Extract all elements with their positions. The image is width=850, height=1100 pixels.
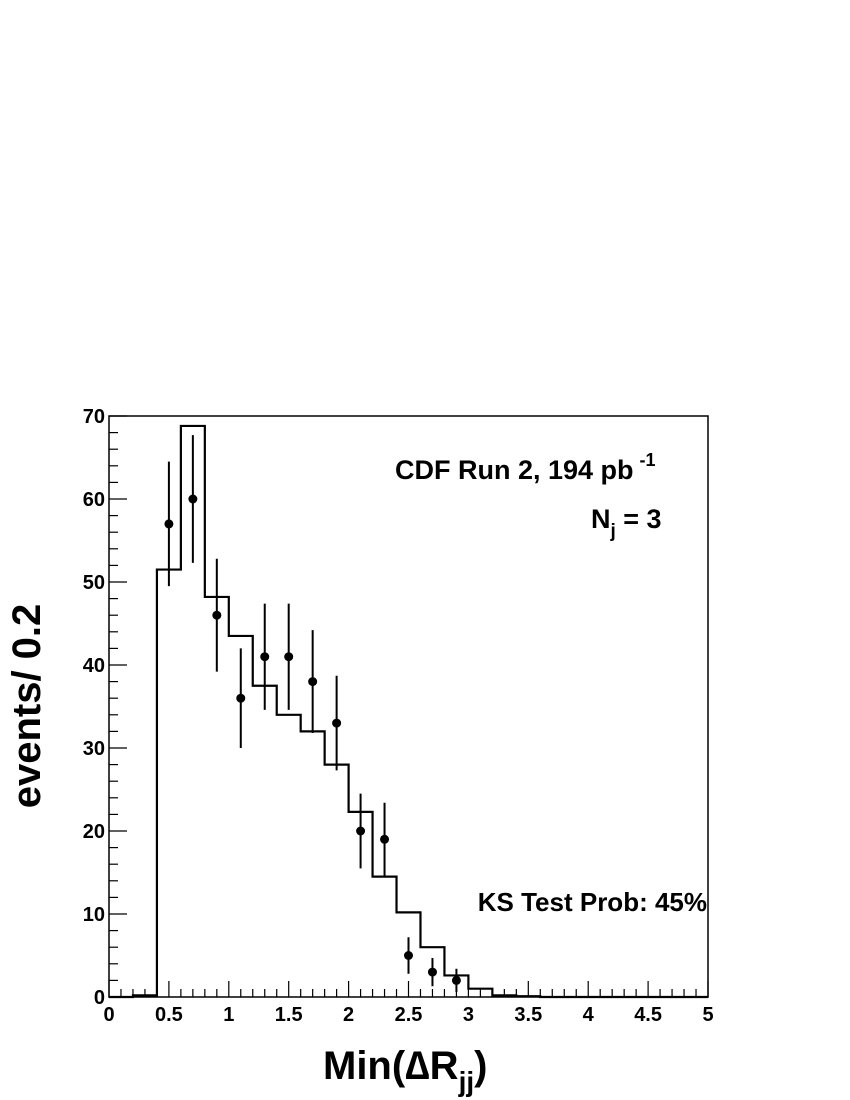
data-point: [212, 610, 222, 620]
nj-label: Nj = 3: [591, 504, 662, 542]
data-point: [284, 652, 294, 662]
y-tick-label: 20: [83, 821, 105, 843]
x-tick-label: 1: [223, 1004, 234, 1026]
data-point: [308, 677, 318, 687]
x-tick-label: 5: [702, 1004, 713, 1026]
histogram-series: [109, 424, 708, 999]
x-tick-label: 2.5: [395, 1004, 423, 1026]
x-tick-label: 0: [103, 1004, 114, 1026]
y-axis-label: events/ 0.2: [5, 604, 49, 809]
histogram-step-line: [109, 424, 708, 999]
ks-test-label: KS Test Prob: 45%: [478, 887, 707, 917]
x-axis-label: Min(∆Rjj): [323, 1044, 487, 1097]
y-tick-label: 10: [83, 904, 105, 926]
run-label: CDF Run 2, 194 pb -1: [395, 450, 656, 485]
data-point: [404, 951, 413, 960]
data-point: [356, 826, 366, 836]
data-point: [188, 494, 198, 504]
data-point: [236, 693, 246, 703]
data-points-series: [164, 435, 461, 993]
x-tick-label: 4: [583, 1004, 595, 1026]
x-tick-label: 3: [463, 1004, 474, 1026]
y-tick-label: 50: [83, 572, 105, 594]
x-tick-labels: 0 0.5 1 1.5 2 2.5 3 3.5 4 4.5 5: [103, 1004, 713, 1026]
data-point: [380, 834, 390, 844]
data-point: [427, 967, 437, 977]
y-tick-label: 40: [83, 655, 105, 677]
data-point: [332, 718, 342, 728]
x-tick-label: 2: [343, 1004, 354, 1026]
y-tick-label: 0: [94, 987, 105, 1009]
y-tick-label: 70: [83, 406, 105, 428]
x-tick-label: 0.5: [155, 1004, 183, 1026]
data-point: [260, 652, 270, 662]
x-tick-label: 3.5: [514, 1004, 542, 1026]
x-tick-label: 4.5: [634, 1004, 662, 1026]
x-tick-label: 1.5: [275, 1004, 303, 1026]
y-tick-label: 60: [83, 489, 105, 511]
data-point: [451, 975, 461, 985]
y-tick-label: 30: [83, 738, 105, 760]
data-point: [164, 519, 174, 529]
axis-ticks: [108, 415, 709, 998]
y-tick-labels: 0 10 20 30 40 50 60 70: [83, 406, 105, 1009]
